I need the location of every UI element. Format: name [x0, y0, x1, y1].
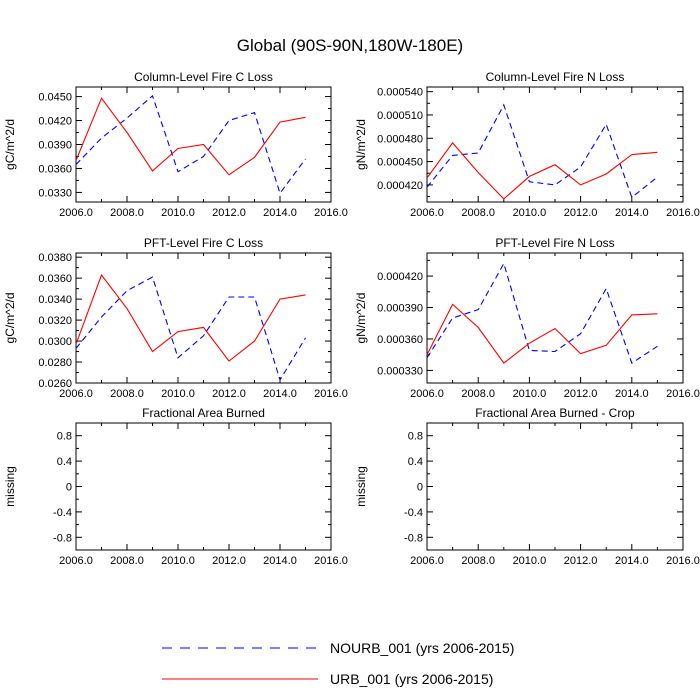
- y-tick-label: 0.000330: [377, 365, 423, 377]
- y-tick-label: 0.0360: [38, 273, 72, 285]
- y-tick-label: 0: [417, 482, 423, 494]
- x-tick-label: 2014.0: [263, 388, 297, 400]
- y-tick-label: 0.0420: [38, 116, 72, 128]
- y-tick-label: -0.8: [404, 532, 423, 544]
- panel-title: PFT-Level Fire N Loss: [495, 236, 614, 250]
- y-tick-label: 0.0360: [38, 163, 72, 175]
- y-tick-label: 0.0450: [38, 92, 72, 104]
- legend-label: URB_001 (yrs 2006-2015): [330, 671, 493, 687]
- y-tick-label: 0.4: [408, 456, 423, 468]
- x-tick-label: 2008.0: [110, 555, 144, 567]
- x-tick-label: 2012.0: [212, 388, 246, 400]
- y-tick-label: 0.000480: [377, 133, 423, 145]
- y-tick-label: 0.8: [408, 431, 423, 443]
- x-tick-label: 2012.0: [564, 207, 598, 219]
- y-axis-label: gC/m^2/d: [3, 293, 17, 344]
- x-tick-label: 2010.0: [513, 207, 547, 219]
- plot-frame: [75, 422, 332, 551]
- y-tick-label: 0.0260: [38, 378, 72, 390]
- series-line-nourb: [426, 262, 658, 364]
- y-axis-label: gC/m^2/d: [3, 119, 17, 170]
- x-tick-label: 2008.0: [110, 207, 144, 219]
- x-tick-label: 2006.0: [410, 388, 444, 400]
- y-tick-label: -0.4: [53, 507, 72, 519]
- x-tick-label: 2014.0: [615, 555, 649, 567]
- series-line-urb: [75, 273, 306, 362]
- x-tick-label: 2010.0: [161, 555, 195, 567]
- x-tick-label: 2014.0: [263, 207, 297, 219]
- series-line-urb: [426, 303, 658, 364]
- x-tick-label: 2008.0: [461, 555, 495, 567]
- plot-frame: [426, 86, 684, 203]
- x-tick-label: 2006.0: [410, 207, 444, 219]
- y-tick-label: 0.000360: [377, 334, 423, 346]
- y-tick-label: 0: [66, 482, 72, 494]
- y-tick-label: 0.0300: [38, 336, 72, 348]
- y-tick-label: 0.0380: [38, 252, 72, 264]
- x-tick-label: 2006.0: [59, 388, 93, 400]
- legend-label: NOURB_001 (yrs 2006-2015): [330, 640, 514, 656]
- y-tick-label: 0.000510: [377, 110, 423, 122]
- y-tick-label: 0.000540: [377, 87, 423, 99]
- y-tick-label: 0.0280: [38, 357, 72, 369]
- x-tick-label: 2014.0: [615, 207, 649, 219]
- x-tick-label: 2012.0: [212, 555, 246, 567]
- plot-frame: [75, 252, 332, 384]
- panel-title: Fractional Area Burned: [142, 406, 265, 420]
- y-tick-label: 0.4: [57, 456, 72, 468]
- x-tick-label: 2012.0: [564, 555, 598, 567]
- x-tick-label: 2014.0: [263, 555, 297, 567]
- x-tick-label: 2008.0: [461, 207, 495, 219]
- x-tick-label: 2010.0: [161, 207, 195, 219]
- y-tick-label: 0.0320: [38, 315, 72, 327]
- y-tick-label: 0.8: [57, 431, 72, 443]
- y-axis-label: missing: [3, 466, 17, 507]
- y-tick-label: -0.8: [53, 532, 72, 544]
- y-tick-label: 0.000420: [377, 180, 423, 192]
- series-line-nourb: [426, 103, 658, 199]
- series-line-nourb: [75, 276, 306, 382]
- y-tick-label: 0.0340: [38, 294, 72, 306]
- y-tick-label: 0.0330: [38, 187, 72, 199]
- panel-title: Fractional Area Burned - Crop: [475, 406, 635, 420]
- plot-frame: [426, 422, 684, 551]
- series-line-nourb: [75, 94, 306, 195]
- panel-title: Column-Level Fire N Loss: [486, 70, 625, 84]
- x-tick-label: 2016.0: [666, 207, 700, 219]
- y-tick-label: -0.4: [404, 507, 423, 519]
- x-tick-label: 2010.0: [161, 388, 195, 400]
- x-tick-label: 2006.0: [59, 555, 93, 567]
- x-tick-label: 2016.0: [314, 555, 348, 567]
- x-tick-label: 2016.0: [314, 207, 348, 219]
- x-tick-label: 2010.0: [513, 555, 547, 567]
- panel-title: PFT-Level Fire C Loss: [144, 236, 263, 250]
- y-axis-label: gN/m^2/d: [354, 293, 368, 344]
- y-tick-label: 0.000450: [377, 157, 423, 169]
- x-tick-label: 2014.0: [615, 388, 649, 400]
- x-tick-label: 2006.0: [59, 207, 93, 219]
- x-tick-label: 2012.0: [212, 207, 246, 219]
- series-line-urb: [75, 97, 306, 176]
- plot-frame: [426, 252, 684, 384]
- y-tick-label: 0.0390: [38, 140, 72, 152]
- x-tick-label: 2012.0: [564, 388, 598, 400]
- x-tick-label: 2016.0: [666, 388, 700, 400]
- x-tick-label: 2006.0: [410, 555, 444, 567]
- y-axis-label: gN/m^2/d: [354, 119, 368, 170]
- x-tick-label: 2010.0: [513, 388, 547, 400]
- y-tick-label: 0.000420: [377, 271, 423, 283]
- page-title: Global (90S-90N,180W-180E): [236, 36, 464, 55]
- series-line-urb: [426, 142, 658, 200]
- x-tick-label: 2008.0: [461, 388, 495, 400]
- y-axis-label: missing: [354, 466, 368, 507]
- x-tick-label: 2016.0: [314, 388, 348, 400]
- panel-title: Column-Level Fire C Loss: [134, 70, 273, 84]
- x-tick-label: 2016.0: [666, 555, 700, 567]
- y-tick-label: 0.000390: [377, 303, 423, 315]
- x-tick-label: 2008.0: [110, 388, 144, 400]
